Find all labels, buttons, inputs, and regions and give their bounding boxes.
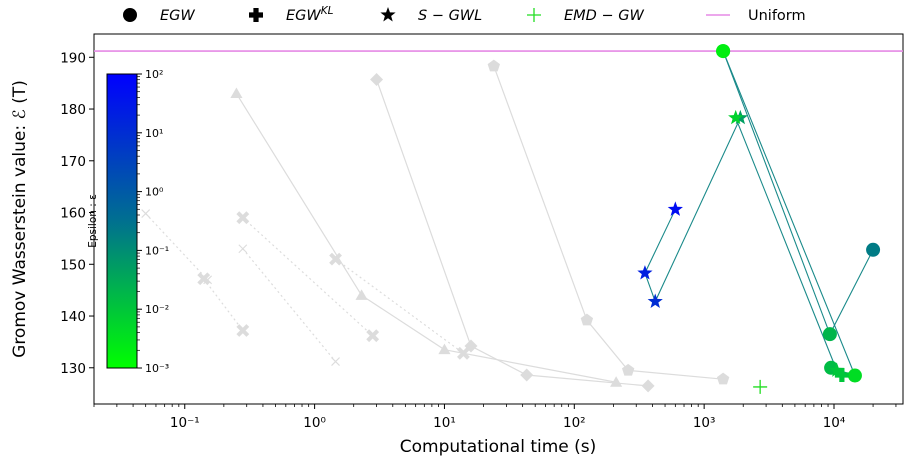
grey-point-4-1 (236, 324, 250, 337)
grey-series-line-1 (375, 79, 649, 387)
legend-entry-4: Uniform (706, 8, 806, 24)
grey-point-1-3 (641, 379, 655, 393)
series-line-3 (644, 117, 741, 303)
grey-point-5-0 (329, 252, 342, 266)
grey-point-1-0 (370, 73, 384, 87)
grey-series-line-5 (335, 258, 464, 354)
y-tick-label-6: 190 (60, 50, 86, 66)
y-tick-label-4: 170 (60, 154, 86, 170)
x-tick-label-2: 10¹ (433, 415, 456, 431)
grey-point-4-0 (197, 272, 211, 286)
grey-series-line-6 (145, 213, 209, 281)
x-tick-label-5: 10⁴ (823, 415, 846, 431)
y-axis: 130 140 150 160 170 180 190 (60, 50, 94, 377)
grey-point-6-0 (141, 209, 151, 218)
point-star-3-3 (667, 201, 683, 216)
grey-point-3-0 (236, 211, 250, 225)
legend-marker-0 (123, 8, 137, 22)
point-plus-bold-2-0 (834, 368, 849, 383)
grey-series-line-4 (203, 278, 244, 331)
grey-point-2-0 (487, 59, 500, 72)
x-tick-label-3: 10² (563, 415, 586, 431)
grey-point-7-0 (238, 244, 248, 254)
x-tick-label-4: 10³ (693, 415, 716, 431)
grey-point-2-2 (622, 363, 635, 376)
grey-point-7-1 (331, 357, 340, 366)
y-tick-label-5: 180 (60, 102, 86, 118)
x-tick-label-1: 10⁰ (303, 415, 326, 431)
point-plus-thin-5-0 (753, 379, 768, 394)
y-tick-label-0: 130 (60, 361, 86, 377)
colorbar-tick-label-2: 10⁰ (145, 186, 164, 199)
grey-series-line-0 (235, 93, 617, 383)
point-star-3-1 (647, 293, 663, 309)
legend: EGW EGWKL S − GWL EMD − GW Uniform (123, 5, 806, 24)
grey-point-6-1 (203, 275, 213, 285)
legend-entry-2: S − GWL (380, 7, 482, 24)
grey-point-3-1 (366, 329, 380, 343)
grey-series-line-2 (493, 65, 724, 380)
grey-point-2-3 (716, 372, 730, 385)
legend-marker-2 (380, 7, 396, 22)
point-star-4-1 (829, 362, 845, 377)
point-circle-1-0 (716, 44, 731, 59)
legend-entry-3: EMD − GW (527, 8, 644, 24)
legend-label-0: EGW (160, 8, 195, 24)
legend-entry-0: EGW (123, 8, 195, 24)
point-circle-0-1 (822, 327, 837, 342)
legend-marker-3 (527, 8, 541, 22)
x-axis: 10⁻¹ 10⁰ 10¹ 10² 10³ 10⁴ (93, 404, 897, 431)
series-line-4 (735, 117, 838, 371)
y-tick-label-3: 160 (60, 206, 86, 222)
legend-marker-1 (249, 8, 263, 22)
legend-label-4: Uniform (748, 8, 806, 24)
grey-point-0-0 (230, 87, 243, 99)
colorbar-gradient (106, 73, 138, 369)
point-circle-1-1 (847, 368, 862, 383)
legend-label-2: S − GWL (418, 8, 482, 24)
colorbar-tick-label-0: 10² (145, 68, 163, 81)
point-star-3-2 (637, 265, 653, 280)
colorbar-label: Epsilon : ε (87, 194, 99, 248)
colorbar-tick-label-4: 10⁻² (145, 303, 169, 316)
legend-label-3: EMD − GW (564, 8, 644, 24)
grey-series-line-3 (242, 217, 374, 337)
colored-series (637, 44, 881, 394)
colorbar-tick-label-3: 10⁻¹ (145, 244, 169, 257)
colorbar-tick-label-5: 10⁻³ (145, 362, 169, 375)
point-circle-0-2 (866, 242, 881, 257)
legend-entry-1: EGWKL (249, 5, 334, 24)
y-axis-label: Gromov Wasserstein value: ℰ (T) (10, 80, 30, 358)
legend-label-1: EGWKL (286, 5, 334, 24)
y-tick-label-1: 140 (60, 309, 86, 325)
grey-point-2-1 (580, 313, 594, 326)
grey-point-1-2 (520, 368, 534, 382)
y-tick-label-2: 150 (60, 257, 86, 273)
grey-point-5-1 (457, 346, 470, 360)
grey-series-line-7 (242, 248, 337, 362)
grey-baseline-series (141, 59, 730, 393)
point-star-4-0 (728, 109, 744, 125)
x-axis-label: Computational time (s) (400, 437, 597, 457)
grey-point-0-1 (355, 289, 368, 300)
colorbar-tick-label-1: 10¹ (145, 127, 163, 140)
x-tick-label-0: 10⁻¹ (170, 415, 200, 431)
grey-point-0-3 (610, 376, 623, 387)
plot-frame (93, 33, 904, 405)
grey-point-0-2 (438, 343, 451, 355)
colorbar: Epsilon : ε 10² 10¹ 10⁰ 10⁻¹ 10⁻² 10⁻³ (87, 68, 169, 375)
